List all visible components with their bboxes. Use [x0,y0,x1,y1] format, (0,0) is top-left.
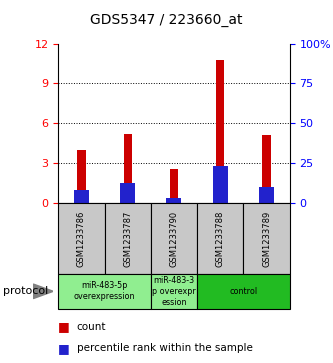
Bar [216,60,224,203]
Bar [166,198,181,203]
Bar [74,190,89,203]
Text: control: control [229,287,257,296]
Bar [262,135,271,203]
Bar [197,274,290,309]
Polygon shape [33,284,53,298]
Bar [120,183,135,203]
Bar [170,169,178,203]
Bar [259,187,274,203]
Text: GSM1233790: GSM1233790 [169,211,178,267]
Bar [197,203,243,274]
Text: ■: ■ [58,320,70,333]
Bar [124,134,132,203]
Text: GSM1233788: GSM1233788 [216,211,225,267]
Text: GDS5347 / 223660_at: GDS5347 / 223660_at [90,13,243,27]
Bar [213,166,228,203]
Text: count: count [77,322,106,332]
Text: ■: ■ [58,342,70,355]
Text: GSM1233789: GSM1233789 [262,211,271,267]
Text: GSM1233786: GSM1233786 [77,211,86,267]
Bar [77,150,86,203]
Bar [105,203,151,274]
Text: miR-483-3
p overexpr
ession: miR-483-3 p overexpr ession [152,276,196,307]
Bar [151,203,197,274]
Bar [151,274,197,309]
Text: percentile rank within the sample: percentile rank within the sample [77,343,252,354]
Bar [58,203,105,274]
Text: miR-483-5p
overexpression: miR-483-5p overexpression [74,281,135,301]
Bar [58,274,151,309]
Bar [243,203,290,274]
Text: GSM1233787: GSM1233787 [123,211,132,267]
Text: protocol: protocol [3,286,49,296]
